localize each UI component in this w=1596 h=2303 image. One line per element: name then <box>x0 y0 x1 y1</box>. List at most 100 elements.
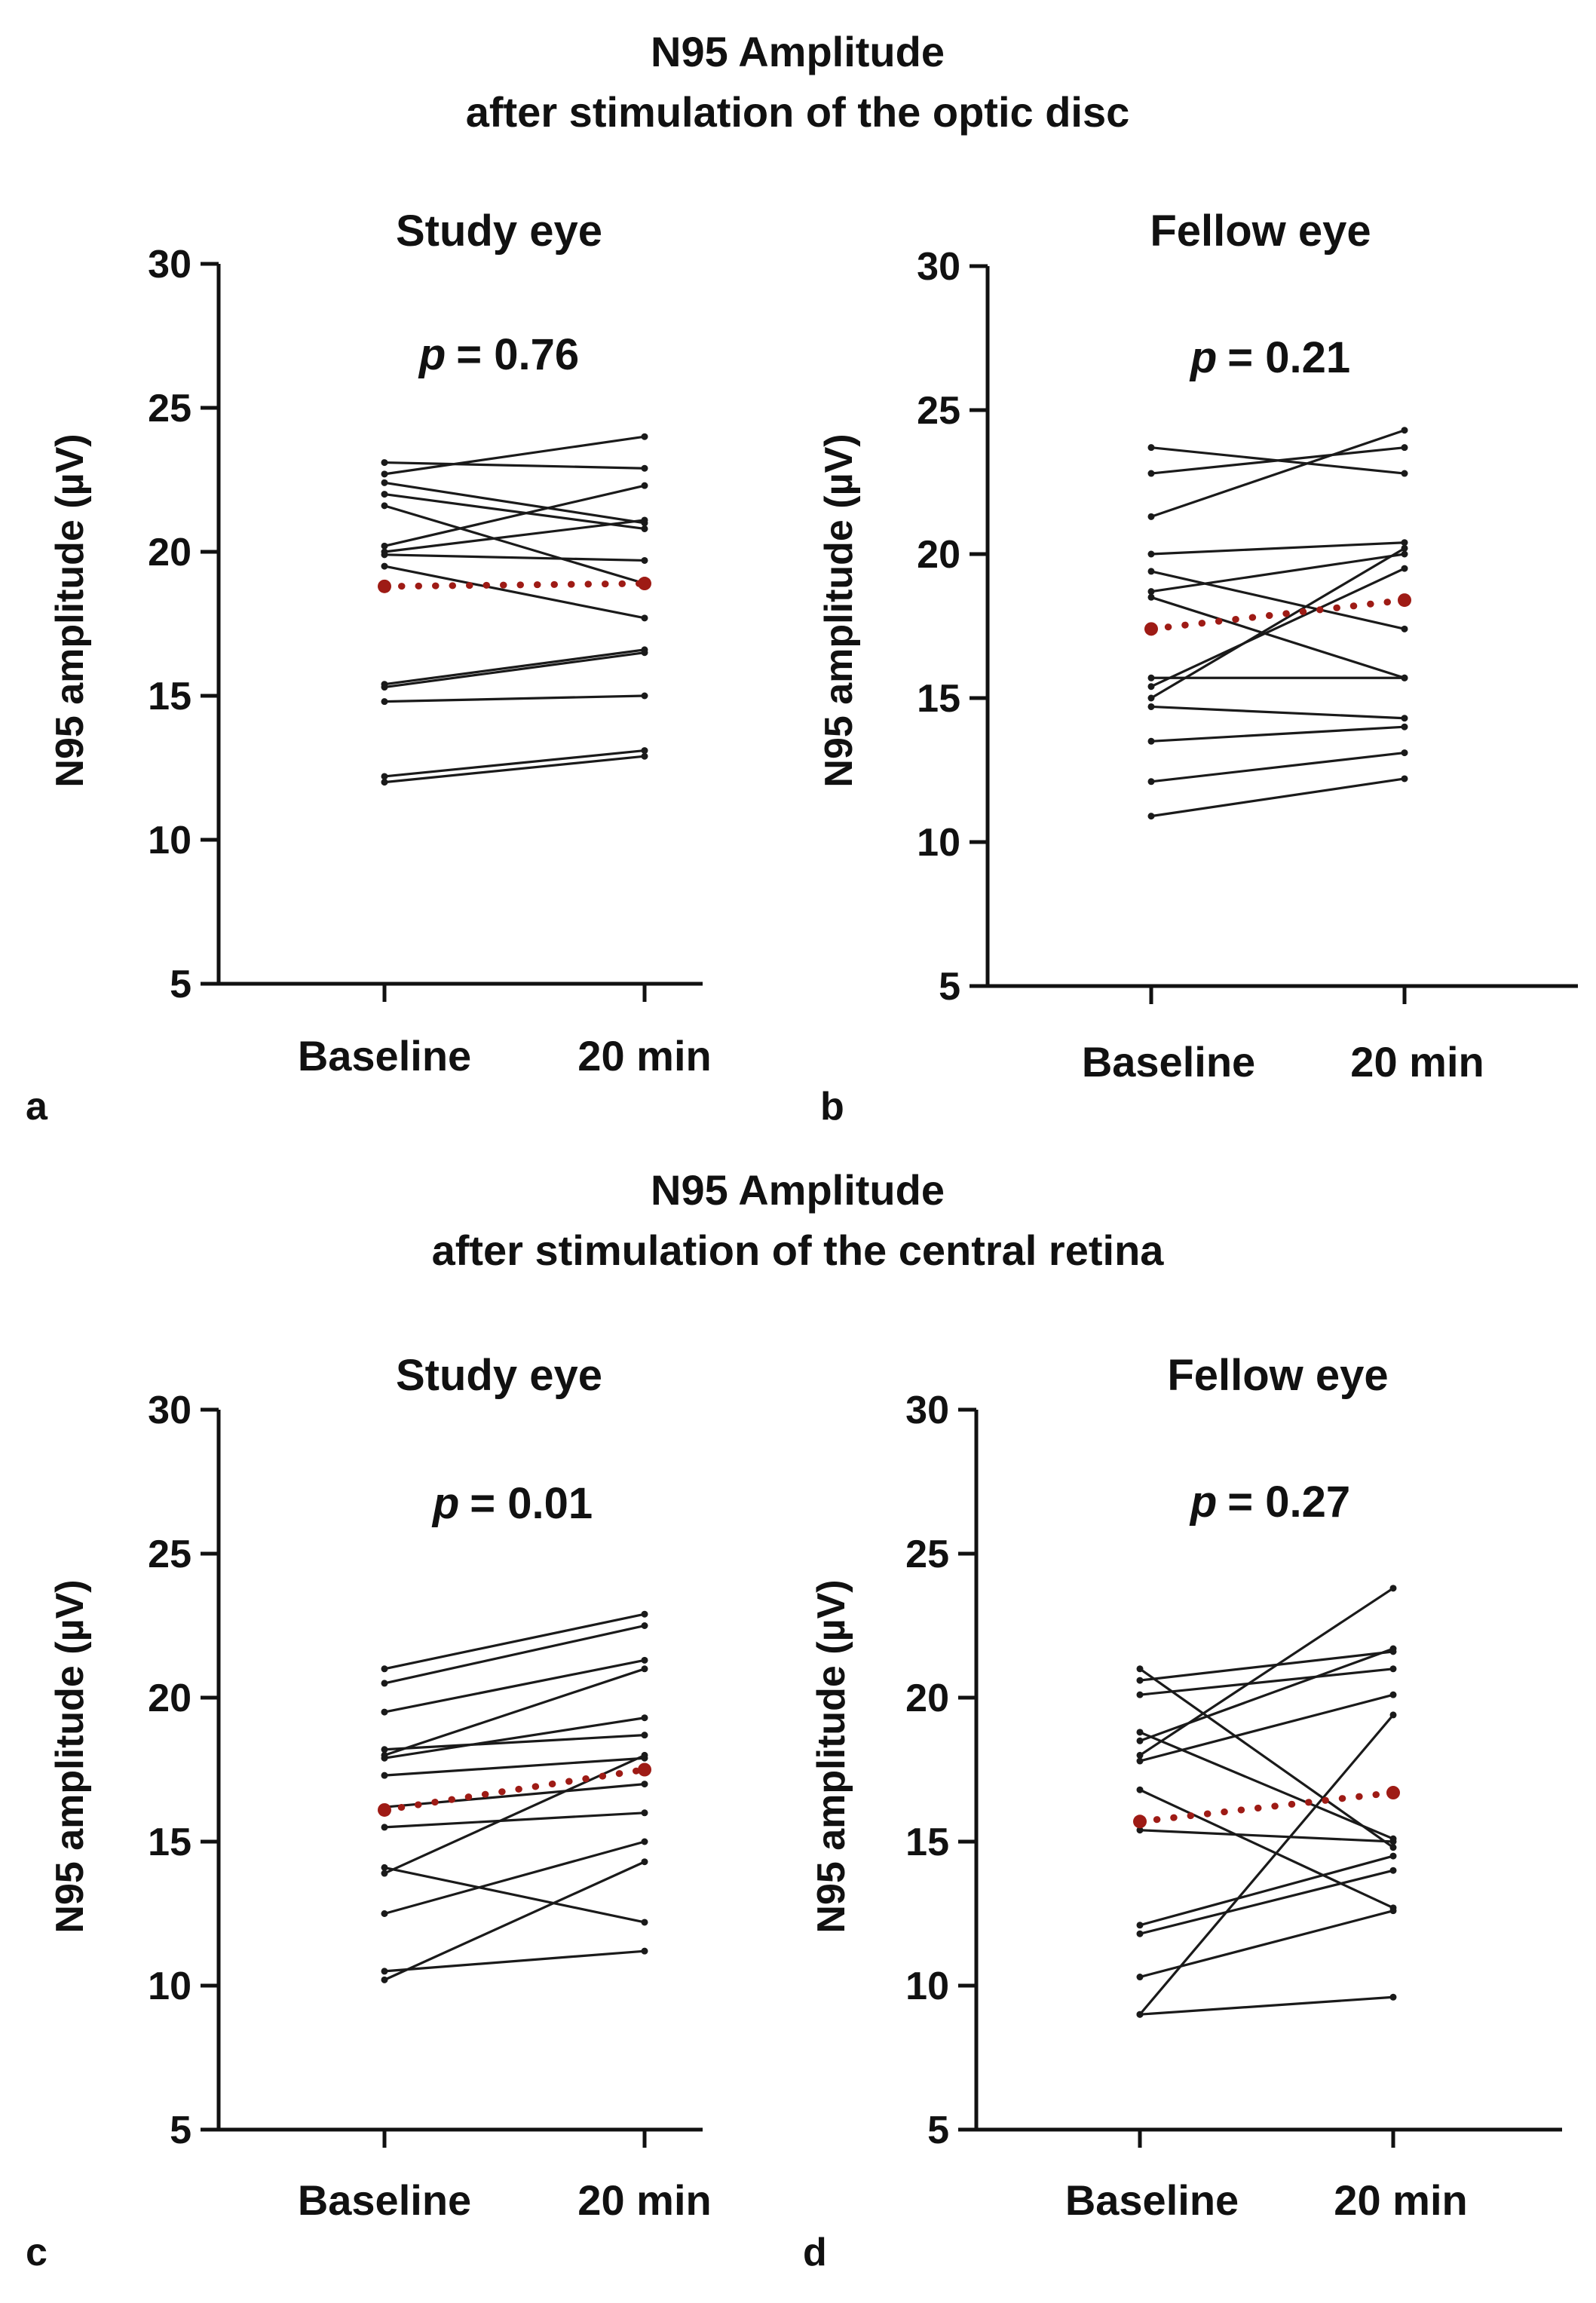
y-tick-label: 5 <box>170 2109 191 2152</box>
subject-point-baseline <box>1136 1757 1144 1765</box>
p-value: = 0.27 <box>1227 1478 1350 1527</box>
subject-line <box>384 493 645 531</box>
subject-point-20-min <box>1401 550 1408 558</box>
subject-point-baseline <box>1136 1691 1144 1698</box>
subject-point-baseline <box>381 1708 388 1716</box>
y-tick-label: 20 <box>905 1677 949 1720</box>
panel-letter: c <box>26 2231 47 2274</box>
x-tick-label-20-min: 20 min <box>1350 1038 1484 1086</box>
subject-point-20-min <box>641 1622 648 1629</box>
subject-line <box>1150 429 1405 518</box>
y-axis-label: N95 amplitude (µV) <box>48 433 92 787</box>
p-value: = 0.76 <box>456 330 579 379</box>
section-title-optic-disc-line1: N95 Amplitude <box>651 28 945 75</box>
subject-line <box>384 484 645 547</box>
y-tick-label: 30 <box>917 245 960 289</box>
subject-line <box>1139 1650 1394 1682</box>
subject-point-baseline <box>381 1665 388 1673</box>
x-tick-label-baseline: Baseline <box>298 2176 471 2224</box>
subject-line <box>384 749 645 778</box>
subject-point-baseline <box>1136 1677 1144 1684</box>
subject-line <box>384 1612 645 1671</box>
subject-point-baseline <box>381 1746 388 1753</box>
subject-point-20-min <box>1401 723 1408 730</box>
p-value-annotation: p = 0.27 <box>1189 1478 1350 1527</box>
chart-panel-c: Study eye p = 0.01 N95 amplitude (µV) Bas… <box>26 1351 712 2274</box>
subject-line <box>1150 446 1405 475</box>
subject-line <box>1139 1587 1394 1756</box>
chart-panel-b: Fellow eye p = 0.21 N95 amplitude (µV) Ba… <box>817 207 1578 1129</box>
subject-point-baseline <box>1136 1922 1144 1929</box>
subject-point-20-min <box>1389 1907 1397 1915</box>
subject-point-20-min <box>1401 565 1408 572</box>
y-tick-label: 25 <box>905 1533 949 1576</box>
y-tick-label: 25 <box>148 1533 191 1576</box>
subject-line <box>1150 777 1405 818</box>
subject-point-baseline <box>1147 588 1155 596</box>
p-label: p <box>1189 333 1217 382</box>
subject-line <box>384 565 645 620</box>
subject-point-20-min <box>1389 1691 1397 1698</box>
p-label: p <box>431 1479 459 1528</box>
subject-line <box>1139 1668 1394 1696</box>
subject-point-baseline <box>1136 1729 1144 1736</box>
panel-title: Study eye <box>396 207 602 256</box>
panel-title: Fellow eye <box>1150 207 1371 256</box>
panel-letter: a <box>26 1085 48 1129</box>
p-value-annotation: p = 0.21 <box>1189 333 1350 382</box>
subject-point-baseline <box>1147 813 1155 820</box>
subject-line <box>384 461 645 470</box>
subject-point-20-min <box>641 482 648 489</box>
p-value: = 0.21 <box>1227 333 1350 382</box>
section-title-optic-disc-line2: after stimulation of the optic disc <box>466 88 1130 136</box>
subject-point-baseline <box>381 542 388 550</box>
subject-line <box>1150 725 1405 743</box>
subject-point-baseline <box>381 479 388 486</box>
subject-point-20-min <box>1401 444 1408 452</box>
subject-point-baseline <box>381 1870 388 1877</box>
subject-line <box>1138 1713 1395 2016</box>
subject-point-20-min <box>641 692 648 700</box>
subject-line <box>384 1734 645 1751</box>
subject-point-20-min <box>641 1809 648 1817</box>
subject-point-baseline <box>381 551 388 559</box>
subject-line <box>1139 1731 1394 1840</box>
subject-line <box>384 648 645 686</box>
subject-line <box>384 1866 645 1924</box>
subject-line <box>384 1756 645 1777</box>
subject-point-20-min <box>1389 1852 1397 1860</box>
subject-line <box>1139 1869 1394 1935</box>
subject-point-baseline <box>1147 778 1155 786</box>
subject-line <box>1150 541 1405 556</box>
subject-point-baseline <box>1147 593 1155 601</box>
subject-point-baseline <box>1136 1665 1144 1673</box>
chart-panel-a: Study eye p = 0.76 N95 amplitude (µV) Bas… <box>26 207 712 1129</box>
subject-point-20-min <box>1389 1838 1397 1845</box>
subject-point-20-min <box>641 516 648 524</box>
subject-point-20-min <box>641 1947 648 1955</box>
x-tick-label-baseline: Baseline <box>1065 2176 1239 2224</box>
subject-point-20-min <box>641 752 648 760</box>
subject-line <box>1150 570 1405 630</box>
y-tick-label: 30 <box>148 243 191 286</box>
subject-point-20-min <box>641 1610 648 1618</box>
subject-point-20-min <box>641 649 648 657</box>
p-label: p <box>1189 1478 1217 1527</box>
y-tick-label: 5 <box>170 963 191 1006</box>
subject-line <box>384 651 645 689</box>
mean-point-20-min <box>1386 1786 1400 1800</box>
subject-point-20-min <box>641 1781 648 1788</box>
subject-point-20-min <box>1389 1993 1397 2001</box>
subject-line <box>384 481 645 525</box>
subject-point-baseline <box>381 470 388 478</box>
y-axis-label: N95 amplitude (µV) <box>817 433 861 787</box>
y-tick-label: 5 <box>939 965 960 1009</box>
x-tick-label-baseline: Baseline <box>1082 1038 1255 1086</box>
subject-line <box>1139 1647 1394 1742</box>
subject-line <box>1150 705 1405 720</box>
panel-letter: d <box>803 2231 827 2274</box>
subject-point-20-min <box>641 1751 648 1759</box>
subject-point-baseline <box>1147 703 1155 710</box>
subject-line <box>1139 1854 1394 1927</box>
